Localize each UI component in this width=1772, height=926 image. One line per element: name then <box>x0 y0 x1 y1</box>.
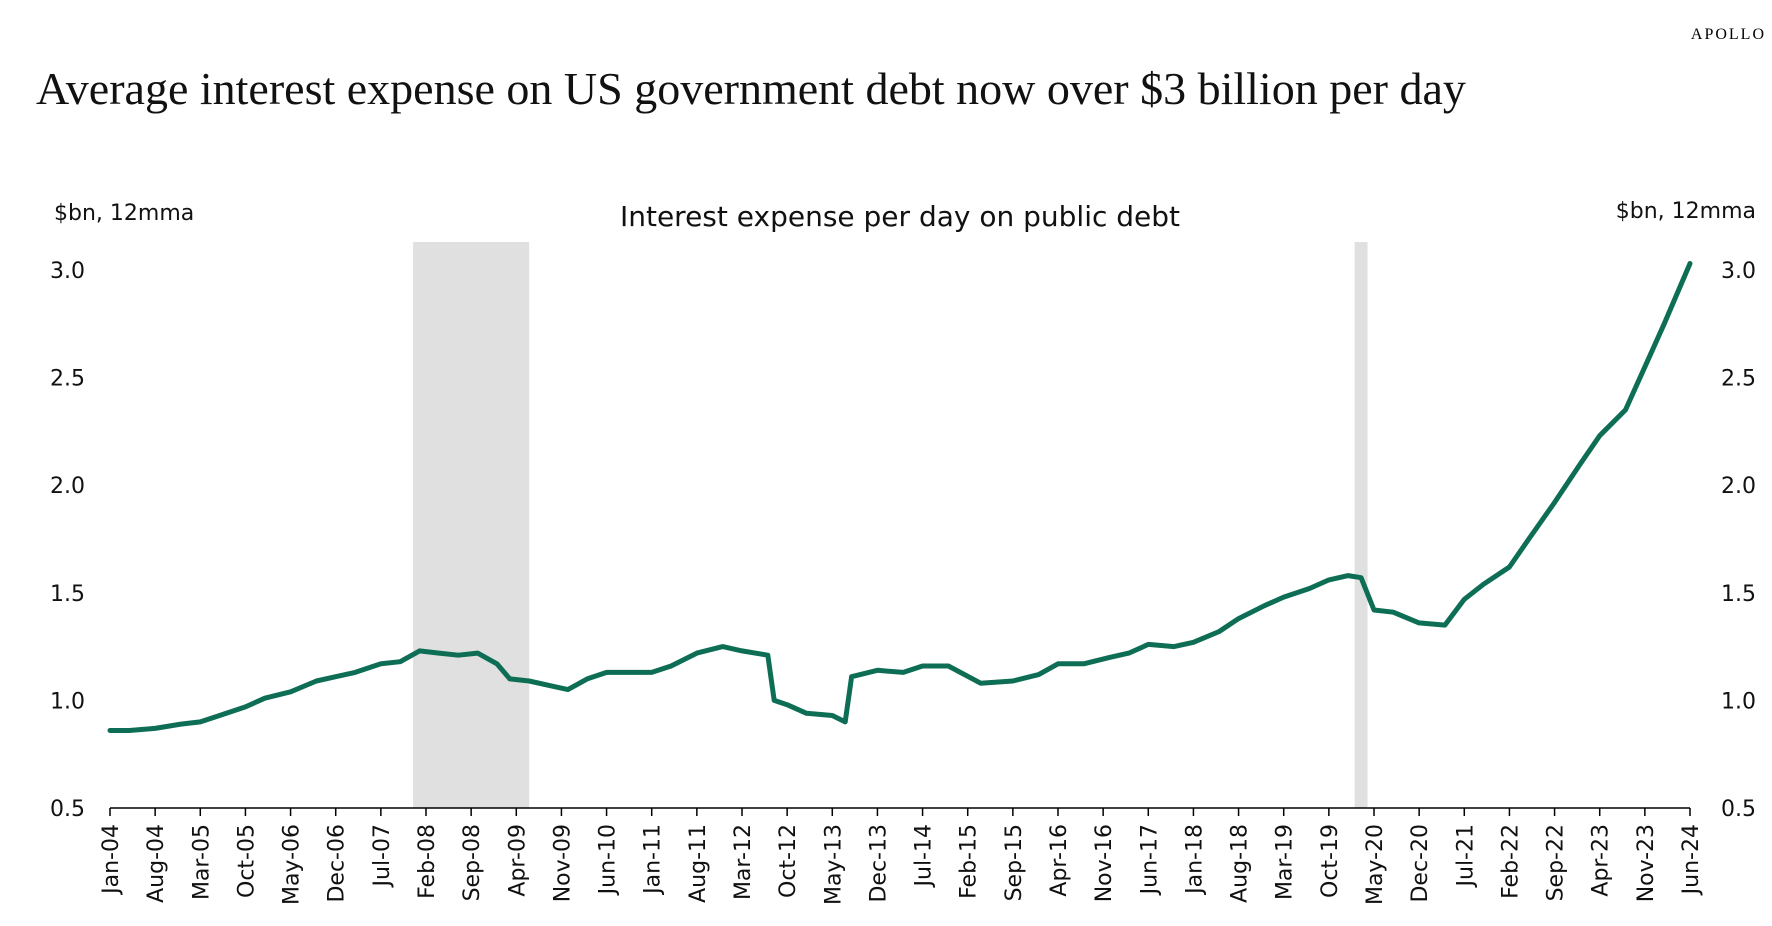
x-tick-label: May-13 <box>821 824 846 905</box>
recession-band-1 <box>413 242 530 808</box>
y-tick-label-left: 0.5 <box>50 797 85 822</box>
recession-bands <box>413 242 1368 808</box>
y-tick-label-left: 1.5 <box>50 582 85 607</box>
x-tick-label: Sep-08 <box>460 824 485 901</box>
x-tick-label: Jul-07 <box>370 824 395 888</box>
x-tick-label: Jun-10 <box>596 824 621 896</box>
x-tick-label: Aug-11 <box>686 824 711 903</box>
recession-band-2 <box>1354 242 1368 808</box>
brand-logo: APOLLO <box>1690 26 1766 43</box>
y-axis-ticks: 0.5 0.5 1.0 1.0 1.5 1.5 2.0 2.0 2.5 2.5 3.0 3.0 <box>50 259 1756 822</box>
x-tick-label: Apr-23 <box>1589 824 1614 897</box>
x-tick-label: Jan-04 <box>99 824 124 896</box>
y-axis-label-left: $bn, 12mma <box>54 201 194 226</box>
y-tick-label-right: 1.5 <box>1721 582 1756 607</box>
y-tick-label-right: 1.0 <box>1721 689 1756 714</box>
x-tick-label: Sep-15 <box>1002 824 1027 901</box>
y-tick-label-left: 3.0 <box>50 259 85 284</box>
x-tick-label: Jun-17 <box>1137 824 1162 896</box>
x-tick-label: Aug-18 <box>1228 824 1253 903</box>
x-tick-label: May-06 <box>280 824 305 905</box>
x-tick-label: Sep-22 <box>1544 824 1569 901</box>
x-tick-label: Nov-09 <box>550 824 575 902</box>
y-tick-label-left: 1.0 <box>50 689 85 714</box>
x-tick-label: Oct-19 <box>1318 824 1343 898</box>
x-tick-label: Mar-19 <box>1273 824 1298 900</box>
chart-title: Interest expense per day on public debt <box>620 200 1180 233</box>
x-tick-label: Nov-23 <box>1634 824 1659 902</box>
x-tick-label: Apr-16 <box>1047 824 1072 897</box>
y-tick-label-right: 3.0 <box>1721 259 1756 284</box>
x-tick-label: Oct-05 <box>234 824 259 898</box>
x-tick-label: Jan-18 <box>1182 824 1207 896</box>
x-tick-label: Dec-20 <box>1408 824 1433 903</box>
x-tick-label: Oct-12 <box>776 824 801 898</box>
x-tick-label: Feb-08 <box>415 824 440 899</box>
x-tick-label: Jan-11 <box>641 824 666 896</box>
y-axis-label-right: $bn, 12mma <box>1616 199 1756 224</box>
x-tick-label: Jul-21 <box>1453 824 1478 888</box>
x-tick-label: Apr-09 <box>505 824 530 897</box>
x-tick-label: Dec-06 <box>325 824 350 903</box>
x-axis-ticks: Jan-04 Aug-04 Mar-05 Oct-05 May-06 Dec-06 Jul-… <box>99 808 1704 905</box>
x-tick-label: Jun-24 <box>1679 824 1704 896</box>
x-tick-label: May-20 <box>1363 824 1388 905</box>
x-tick-label: Aug-04 <box>144 824 169 903</box>
x-tick-label: Jul-14 <box>912 824 937 888</box>
x-tick-label: Dec-13 <box>866 824 891 903</box>
y-tick-label-right: 2.0 <box>1721 474 1756 499</box>
y-tick-label-left: 2.0 <box>50 474 85 499</box>
y-tick-label-right: 0.5 <box>1721 797 1756 822</box>
x-tick-label: Mar-05 <box>189 824 214 900</box>
page-title: Average interest expense on US governmen… <box>36 63 1466 114</box>
x-tick-label: Mar-12 <box>731 824 756 900</box>
y-tick-label-right: 2.5 <box>1721 367 1756 392</box>
y-tick-label-left: 2.5 <box>50 367 85 392</box>
x-tick-label: Nov-16 <box>1092 824 1117 902</box>
series-line <box>107 261 1693 733</box>
x-tick-label: Feb-15 <box>957 824 982 899</box>
x-tick-label: Feb-22 <box>1498 824 1523 899</box>
